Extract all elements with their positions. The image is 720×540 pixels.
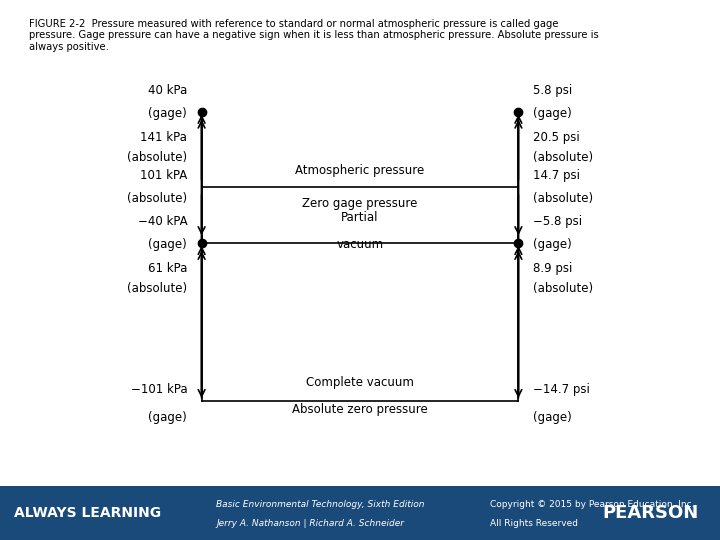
Text: −40 kPA: −40 kPA: [138, 215, 187, 228]
Text: (gage): (gage): [533, 107, 572, 120]
Text: −101 kPa: −101 kPa: [130, 383, 187, 396]
Text: (gage): (gage): [148, 238, 187, 251]
Text: (absolute): (absolute): [533, 282, 593, 295]
Text: (gage): (gage): [148, 107, 187, 120]
Text: Basic Environmental Technology, Sixth Edition: Basic Environmental Technology, Sixth Ed…: [216, 501, 425, 509]
Text: (absolute): (absolute): [127, 282, 187, 295]
Text: 5.8 psi: 5.8 psi: [533, 84, 572, 97]
Text: (absolute): (absolute): [127, 151, 187, 164]
Text: 14.7 psi: 14.7 psi: [533, 169, 580, 183]
Text: (absolute): (absolute): [533, 192, 593, 205]
Text: (gage): (gage): [533, 410, 572, 424]
Text: Absolute zero pressure: Absolute zero pressure: [292, 403, 428, 416]
Text: vacuum: vacuum: [336, 238, 384, 251]
Text: 101 kPA: 101 kPA: [140, 169, 187, 183]
Text: FIGURE 2-2  Pressure measured with reference to standard or normal atmospheric p: FIGURE 2-2 Pressure measured with refere…: [29, 19, 598, 52]
Text: 20.5 psi: 20.5 psi: [533, 131, 580, 144]
Text: PEARSON: PEARSON: [602, 504, 698, 522]
Text: Zero gage pressure: Zero gage pressure: [302, 197, 418, 210]
Text: All Rights Reserved: All Rights Reserved: [490, 519, 577, 528]
Text: Complete vacuum: Complete vacuum: [306, 376, 414, 389]
Text: (absolute): (absolute): [127, 192, 187, 205]
Text: Atmospheric pressure: Atmospheric pressure: [295, 164, 425, 177]
Text: 40 kPa: 40 kPa: [148, 84, 187, 97]
Text: (absolute): (absolute): [533, 151, 593, 164]
Text: −5.8 psi: −5.8 psi: [533, 215, 582, 228]
Text: 141 kPa: 141 kPa: [140, 131, 187, 144]
Text: 8.9 psi: 8.9 psi: [533, 262, 572, 275]
Text: Partial: Partial: [341, 211, 379, 224]
Text: Copyright © 2015 by Pearson Education, Inc.: Copyright © 2015 by Pearson Education, I…: [490, 501, 694, 509]
Text: (gage): (gage): [533, 238, 572, 251]
Text: −14.7 psi: −14.7 psi: [533, 383, 590, 396]
Text: 61 kPa: 61 kPa: [148, 262, 187, 275]
Text: Jerry A. Nathanson | Richard A. Schneider: Jerry A. Nathanson | Richard A. Schneide…: [216, 519, 404, 528]
Text: ALWAYS LEARNING: ALWAYS LEARNING: [14, 506, 161, 520]
Text: (gage): (gage): [148, 410, 187, 424]
